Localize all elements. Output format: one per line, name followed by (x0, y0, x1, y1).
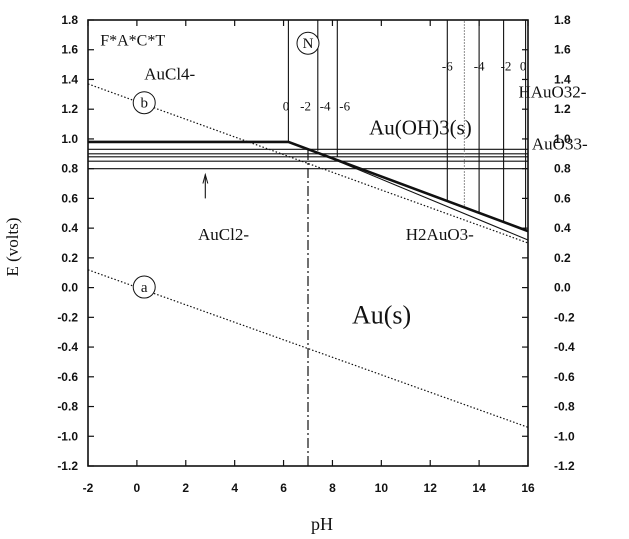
ticks: -2 0 2 4 6 8 10 12 14 16 -1.2 -1.2 -1.0 -1.0 -0.8 -0.8 -… (57, 13, 575, 495)
x-tick-label: 16 (521, 481, 535, 495)
y-tick-label-left: 0.6 (61, 191, 78, 205)
annotation-label: F*A*C*T (100, 32, 165, 49)
x-tick-label: 4 (231, 481, 238, 495)
annotation-label: 0 (283, 99, 290, 114)
y-tick-label-left: 1.2 (61, 102, 78, 116)
x-tick-label: 0 (134, 481, 141, 495)
y-tick-label-left: -0.6 (57, 370, 78, 384)
y-tick-label-left: -1.2 (57, 459, 78, 473)
annotations: F*A*C*T AuCl4- N 0 -2 -4 -6 -6 -4 -2 0 b Au(OH)3(s) H… (100, 31, 588, 329)
y-tick-label-right: 0.0 (554, 281, 571, 295)
annotation-label: AuCl4- (144, 64, 195, 83)
y-tick-label-left: -1.0 (57, 429, 78, 443)
y-tick-label-left: 0.0 (61, 281, 78, 295)
y-tick-label-right: 1.0 (554, 132, 571, 146)
x-tick-label: 8 (329, 481, 336, 495)
annotation-label: -4 (320, 99, 331, 114)
series-line (87, 269, 529, 428)
y-tick-label-right: -0.8 (554, 400, 575, 414)
x-tick-label: 10 (375, 481, 389, 495)
y-tick-label-right: 0.2 (554, 251, 571, 265)
y-tick-label-right: -0.6 (554, 370, 575, 384)
y-tick-label-right: 0.6 (554, 191, 571, 205)
annotation-label: H2AuO3- (406, 225, 474, 244)
series-line (87, 83, 529, 244)
annotation-label: AuO33- (532, 134, 588, 153)
annotation-circle (296, 31, 320, 55)
x-axis-label: pH (311, 514, 333, 534)
x-tick-label: 2 (182, 481, 189, 495)
y-tick-label-right: 1.6 (554, 43, 571, 57)
y-tick-label-left: 1.8 (61, 13, 78, 27)
arrow-head (202, 172, 209, 184)
annotation-circle (132, 275, 156, 299)
y-tick-label-left: 1.6 (61, 43, 78, 57)
annotation-label: -2 (501, 59, 512, 74)
annotation-circle (132, 91, 156, 115)
y-tick-label-left: 1.4 (61, 72, 78, 86)
x-tick-label: 6 (280, 481, 287, 495)
x-tick-label: -2 (83, 481, 94, 495)
y-tick-label-right: 0.8 (554, 162, 571, 176)
y-tick-label-left: -0.8 (57, 400, 78, 414)
y-tick-label-right: 1.2 (554, 102, 571, 116)
y-tick-label-left: -0.2 (57, 310, 78, 324)
annotation-label: -2 (300, 99, 311, 114)
annotation-label: AuCl2- (198, 225, 249, 244)
annotation-label: Au(s) (352, 300, 411, 329)
x-tick-label: 14 (472, 481, 486, 495)
y-tick-label-right: -1.0 (554, 429, 575, 443)
y-tick-label-right: 0.4 (554, 221, 571, 235)
y-tick-label-left: 0.8 (61, 162, 78, 176)
y-tick-label-left: 0.4 (61, 221, 78, 235)
annotation-label: -4 (474, 59, 485, 74)
y-tick-label-right: -0.2 (554, 310, 575, 324)
series-line (288, 141, 529, 241)
annotation-label: -6 (442, 59, 453, 74)
y-tick-label-right: -0.4 (554, 340, 575, 354)
y-tick-label-right: 1.8 (554, 13, 571, 27)
annotation-label: HAuO32- (518, 82, 586, 101)
annotation-label: -6 (339, 99, 350, 114)
x-tick-label: 12 (424, 481, 438, 495)
y-tick-label-left: -0.4 (57, 340, 78, 354)
y-axis-label: E (volts) (3, 217, 22, 276)
annotation-label: a (141, 280, 148, 296)
y-tick-label-right: 1.4 (554, 72, 571, 86)
annotation-label: 0 (520, 59, 527, 74)
annotation-label: Au(OH)3(s) (369, 115, 472, 139)
annotation-label: N (303, 36, 314, 52)
annotation-label: b (140, 96, 148, 112)
y-tick-label-left: 1.0 (61, 132, 78, 146)
y-tick-label-right: -1.2 (554, 459, 575, 473)
series-lines (87, 20, 529, 466)
y-tick-label-left: 0.2 (61, 251, 78, 265)
